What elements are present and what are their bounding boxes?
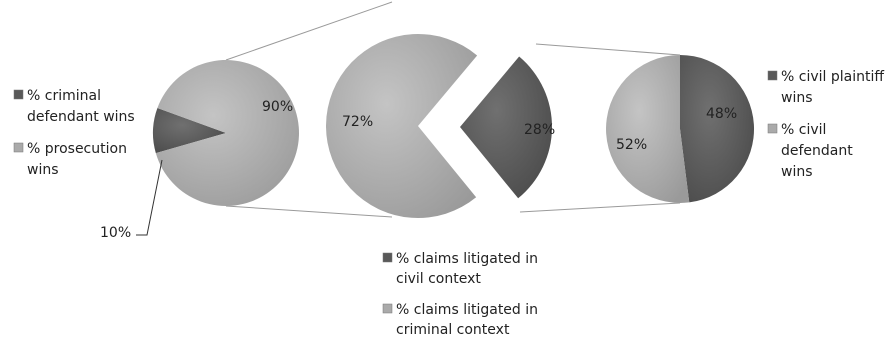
pies-group: [152, 33, 755, 218]
pie-slice-criminal-defendant-wins: [152, 108, 226, 154]
left-legend-label: defendant wins: [27, 109, 135, 125]
right-legend-label: wins: [781, 164, 813, 180]
data-label-claims-criminal-context: 72%: [342, 114, 373, 130]
left-legend-label: % prosecution: [27, 141, 127, 157]
connector-lines: [225, 1, 681, 218]
right-legend-label: wins: [781, 90, 813, 106]
middle-legend-label: % claims litigated in: [396, 251, 538, 267]
right-legend-label: % civil: [781, 122, 826, 138]
middle-legend-label: % claims litigated in: [396, 302, 538, 318]
right-legend-swatch: [767, 123, 778, 134]
data-label-claims-civil-context: 28%: [524, 122, 555, 138]
data-label-civil-plaintiff-wins: 48%: [706, 106, 737, 122]
connector-line: [519, 202, 681, 213]
data-labels-group: 90% 10% 72% 28% 48% 52%: [100, 99, 737, 241]
data-label-civil-defendant-wins: 52%: [616, 137, 647, 153]
middle-legend-swatch: [382, 252, 393, 263]
pie-slice-civil-defendant-wins: [606, 55, 690, 203]
left-legend-label: % criminal: [27, 88, 101, 104]
right-legend-label: defendant: [781, 143, 853, 159]
left-legend-swatch: [13, 89, 24, 100]
data-label-criminal-defendant-wins: 10%: [100, 225, 131, 241]
left-legend-label: wins: [27, 162, 59, 178]
middle-legend-swatch: [382, 303, 393, 314]
pie-slice-claims-criminal-context: [326, 33, 478, 218]
connector-line: [225, 205, 393, 218]
pie-slice-claims-civil-context: [460, 56, 553, 199]
leader-line-10pct: [136, 159, 163, 236]
right-legend-label: % civil plaintiff: [781, 69, 884, 85]
middle-legend-label: criminal context: [396, 322, 510, 338]
connector-line: [225, 1, 393, 61]
pie-slice-prosecution-wins: [155, 59, 299, 206]
pie-slice-civil-plaintiff-wins: [680, 54, 755, 203]
right-legend-swatch: [767, 70, 778, 81]
left-legend-swatch: [13, 142, 24, 153]
legends-group: % criminal defendant wins % prosecution win…: [13, 69, 884, 338]
data-label-prosecution-wins: 90%: [262, 99, 293, 115]
middle-legend-label: civil context: [396, 271, 481, 287]
connector-line: [535, 43, 681, 56]
